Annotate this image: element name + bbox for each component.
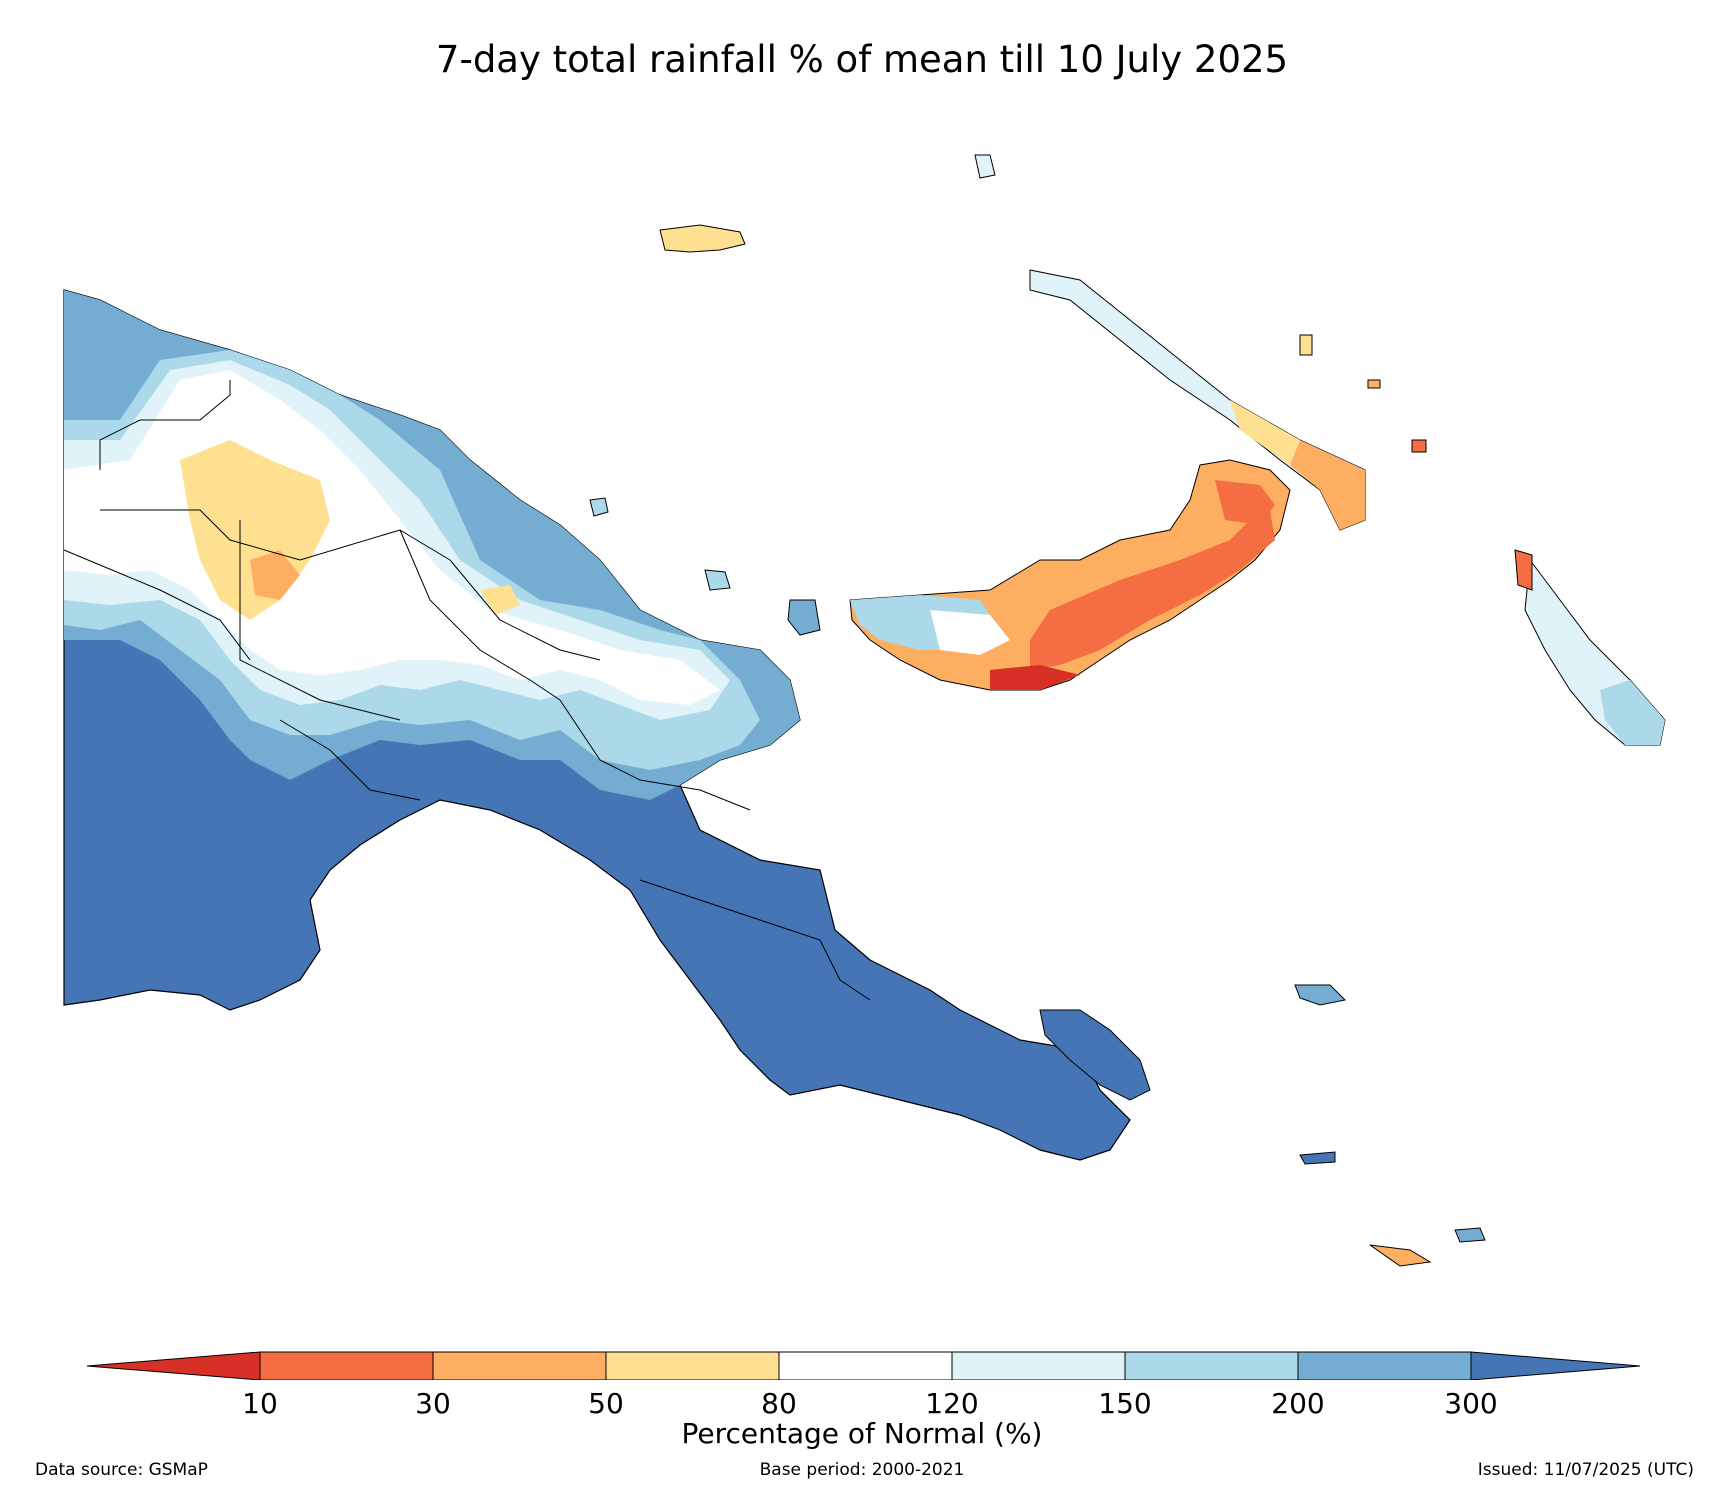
sudest-island [1454, 1227, 1486, 1243]
rainfall-map [63, 154, 1666, 1267]
lihir-island [1299, 334, 1313, 356]
map-title: 7-day total rainfall % of mean till 10 J… [435, 38, 1289, 81]
issued-date-text: Issued: 11/07/2025 (UTC) [1477, 1460, 1694, 1480]
colorbar-tick-10: 10 [242, 1387, 278, 1420]
province-boundaries [63, 380, 871, 1001]
new-britain-west-white [930, 610, 1010, 655]
colorbar-bin-50-80 [605, 1351, 780, 1380]
colorbar-bin-150-200 [1124, 1351, 1299, 1380]
data-source-text: Data source: GSMaP [35, 1460, 208, 1480]
new-ireland-south-dry [1290, 440, 1365, 530]
feni-island [1367, 379, 1381, 389]
colorbar-bin-30-50 [432, 1351, 607, 1380]
colorbar-bin-120-150 [951, 1351, 1126, 1380]
colorbar-over-arrow [1470, 1351, 1641, 1380]
rossel-island [1369, 1244, 1432, 1267]
new-britain-south-red [990, 665, 1080, 690]
new-britain-east-orange [1215, 480, 1275, 525]
tabar-island [1411, 439, 1427, 453]
goodenough-fergusson-islands [1039, 1009, 1151, 1101]
misima-island [1299, 1151, 1336, 1165]
base-period-text: Base period: 2000-2021 [759, 1460, 965, 1480]
long-island [704, 569, 731, 591]
colorbar [86, 1351, 1641, 1380]
bougainville-south-wet [1600, 680, 1665, 745]
colorbar-tick-200: 200 [1271, 1387, 1325, 1420]
colorbar-tick-80: 80 [761, 1387, 797, 1420]
mainland-dry-patch-orange [250, 550, 300, 600]
colorbar-label: Percentage of Normal (%) [681, 1417, 1043, 1450]
new-ireland-mid-dry [1230, 400, 1300, 465]
colorbar-tick-50: 50 [588, 1387, 624, 1420]
colorbar-tick-150: 150 [1098, 1387, 1152, 1420]
karkar-island [589, 497, 609, 517]
umboi-island [787, 599, 821, 636]
colorbar-tick-120: 120 [925, 1387, 979, 1420]
trobriand-islands [1294, 984, 1347, 1006]
mainland-dry-patch-yellow-small [480, 585, 520, 615]
colorbar-under-arrow [86, 1351, 261, 1380]
colorbar-bin-10-30 [259, 1351, 434, 1380]
colorbar-bin-200-300 [1297, 1351, 1472, 1380]
colorbar-bin-80-120 [778, 1351, 953, 1380]
colorbar-tick-30: 30 [415, 1387, 451, 1420]
mussau-island [974, 154, 996, 179]
colorbar-tick-300: 300 [1444, 1387, 1498, 1420]
manus-island [659, 224, 746, 253]
new-britain-orange-core [1030, 510, 1275, 670]
bougainville-north-dry [1514, 549, 1533, 591]
